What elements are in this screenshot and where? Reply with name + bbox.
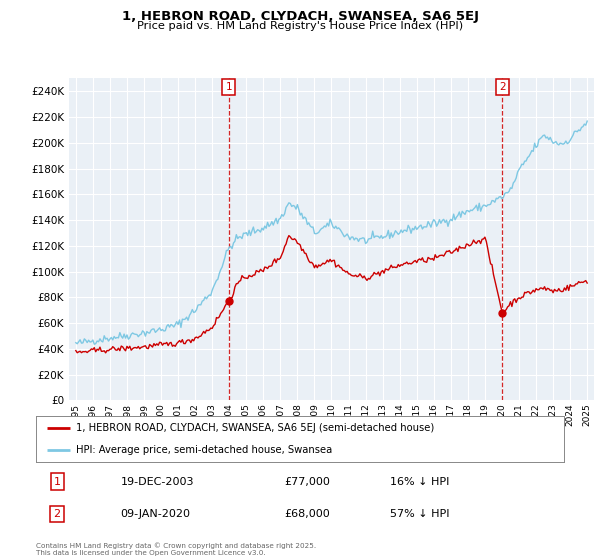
Text: 1: 1 bbox=[53, 477, 61, 487]
Text: 1, HEBRON ROAD, CLYDACH, SWANSEA, SA6 5EJ (semi-detached house): 1, HEBRON ROAD, CLYDACH, SWANSEA, SA6 5E… bbox=[76, 423, 434, 433]
Text: 2: 2 bbox=[53, 509, 61, 519]
Text: Price paid vs. HM Land Registry's House Price Index (HPI): Price paid vs. HM Land Registry's House … bbox=[137, 21, 463, 31]
Text: 1: 1 bbox=[226, 82, 232, 92]
Text: 2: 2 bbox=[499, 82, 506, 92]
Text: 57% ↓ HPI: 57% ↓ HPI bbox=[390, 509, 449, 519]
Text: 1, HEBRON ROAD, CLYDACH, SWANSEA, SA6 5EJ: 1, HEBRON ROAD, CLYDACH, SWANSEA, SA6 5E… bbox=[121, 10, 479, 23]
Text: £77,000: £77,000 bbox=[284, 477, 330, 487]
Text: 09-JAN-2020: 09-JAN-2020 bbox=[121, 509, 190, 519]
Text: £68,000: £68,000 bbox=[284, 509, 330, 519]
Text: 19-DEC-2003: 19-DEC-2003 bbox=[121, 477, 194, 487]
Text: 16% ↓ HPI: 16% ↓ HPI bbox=[390, 477, 449, 487]
Text: Contains HM Land Registry data © Crown copyright and database right 2025.
This d: Contains HM Land Registry data © Crown c… bbox=[36, 542, 316, 556]
Text: HPI: Average price, semi-detached house, Swansea: HPI: Average price, semi-detached house,… bbox=[76, 445, 332, 455]
